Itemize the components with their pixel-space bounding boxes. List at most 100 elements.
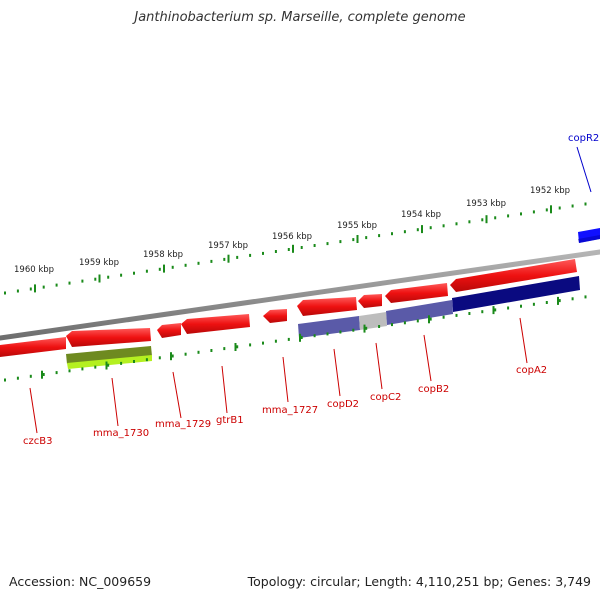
scale-major-tick (421, 225, 423, 234)
scale-minor-tick (455, 313, 458, 317)
scale-major-tick (492, 306, 495, 315)
gene-arrow-copD2[interactable] (297, 297, 357, 316)
gene-label-copA2[interactable]: copA2 (516, 365, 547, 376)
scale-minor-tick (81, 367, 84, 371)
scale-minor-tick (545, 208, 548, 212)
scale-minor-tick (532, 302, 535, 306)
scale-minor-tick (365, 326, 368, 330)
gene-label-copD2[interactable]: copD2 (327, 399, 359, 410)
gene-arrow-copA2[interactable] (450, 259, 577, 292)
scale-label-1958: 1958 kbp (143, 250, 183, 260)
scale-minor-tick (42, 285, 45, 289)
scale-minor-tick (223, 257, 226, 261)
scale-minor-tick (94, 365, 97, 369)
scale-minor-tick (236, 345, 239, 349)
scale-minor-tick (391, 323, 393, 327)
scale-minor-tick (326, 242, 329, 246)
scale-minor-tick (68, 281, 71, 285)
gene-label-mma_1730[interactable]: mma_1730 (93, 428, 149, 439)
scale-minor-tick (352, 328, 355, 332)
scale-major-tick (234, 343, 237, 351)
gene-arrow-gtrB1[interactable] (181, 314, 250, 334)
cds-bar-mma_1730-olive (66, 346, 152, 364)
gene-label-copR2[interactable]: copR2 (568, 133, 599, 144)
scale-minor-tick (326, 332, 329, 336)
scale-minor-tick (274, 339, 277, 343)
scale-minor-tick (481, 218, 484, 222)
gene-label-mma_1727[interactable]: mma_1727 (262, 405, 318, 416)
scale-minor-tick (4, 291, 6, 295)
inner-dots (4, 295, 587, 382)
scale-minor-tick (249, 343, 252, 347)
gene-label-czcB3[interactable]: czcB3 (23, 436, 52, 447)
scale-minor-tick (494, 308, 497, 312)
scale-minor-tick (339, 240, 342, 244)
gene-arrow-mma_1727[interactable] (263, 309, 287, 323)
scale-minor-tick (4, 378, 6, 382)
scale-minor-tick (133, 271, 135, 275)
scale-minor-tick (29, 287, 32, 291)
scale-major-tick (227, 254, 230, 263)
scale-minor-tick (468, 220, 471, 224)
scale-minor-tick (378, 234, 381, 238)
scale-minor-tick (236, 255, 239, 259)
gene-arrow-copC2[interactable] (358, 294, 382, 308)
gene-label-copC2[interactable]: copC2 (370, 392, 401, 403)
scale-major-tick (170, 352, 172, 361)
scale-minor-tick (300, 246, 303, 249)
scale-minor-tick (120, 273, 123, 277)
gene-arrow-mma_1730[interactable] (66, 328, 151, 347)
scale-label-1960: 1960 kbp (14, 265, 54, 275)
scale-minor-tick (365, 236, 368, 240)
cds-track (66, 276, 580, 369)
scale-minor-tick (571, 204, 574, 208)
scale-label-1952: 1952 kbp (530, 186, 570, 196)
scale-major-tick (41, 370, 43, 379)
scale-major-tick (98, 274, 101, 283)
scale-major-tick (557, 296, 559, 305)
scale-minor-tick (107, 363, 110, 367)
scale-minor-tick (442, 224, 445, 228)
scale-minor-tick (520, 212, 522, 216)
scale-major-tick (105, 361, 108, 370)
genome-summary-text: Topology: circular; Length: 4,110,251 bp… (247, 574, 591, 589)
scale-minor-tick (403, 230, 406, 234)
scale-minor-tick (391, 232, 393, 236)
scale-label-1957: 1957 kbp (208, 241, 248, 251)
accession-text: Accession: NC_009659 (9, 574, 152, 589)
scale-minor-tick (584, 295, 587, 299)
scale-major-tick (363, 324, 366, 333)
scale-minor-tick (416, 228, 419, 232)
scale-minor-tick (378, 325, 381, 328)
genome-backbone (0, 249, 600, 341)
scale-minor-tick (94, 277, 97, 281)
scale-minor-tick (120, 361, 123, 365)
gene-arrow-mma_1729[interactable] (157, 323, 181, 338)
scale-minor-tick (532, 210, 535, 214)
scale-minor-tick (442, 315, 445, 319)
scale-minor-tick (171, 354, 174, 358)
scale-minor-tick (171, 265, 174, 269)
scale-minor-tick (429, 226, 432, 230)
scale-minor-tick (158, 356, 161, 360)
scale-minor-tick (81, 279, 84, 283)
scale-minor-tick (313, 244, 316, 247)
scale-major-tick (34, 284, 36, 293)
inner-ticks (41, 296, 559, 379)
scale-minor-tick (210, 349, 213, 352)
map-title: Janthinobacterium sp. Marseille, complet… (134, 10, 466, 25)
gene-label-gtrB1[interactable]: gtrB1 (216, 415, 244, 426)
outer-ticks (34, 205, 552, 293)
label-leaders (29, 317, 528, 434)
scale-minor-tick (184, 263, 187, 267)
scale-minor-tick (416, 319, 419, 323)
gene-label-mma_1729[interactable]: mma_1729 (155, 419, 211, 430)
scale-minor-tick (520, 304, 522, 308)
gene-arrow-czcB3[interactable] (0, 337, 66, 357)
gene-arrow-copB2[interactable] (385, 283, 448, 303)
cds-bar-copD2 (298, 316, 360, 338)
scale-minor-tick (558, 299, 561, 303)
cds-bar-copB2 (386, 300, 453, 325)
gene-label-copB2[interactable]: copB2 (418, 384, 449, 395)
scale-minor-tick (339, 330, 342, 334)
